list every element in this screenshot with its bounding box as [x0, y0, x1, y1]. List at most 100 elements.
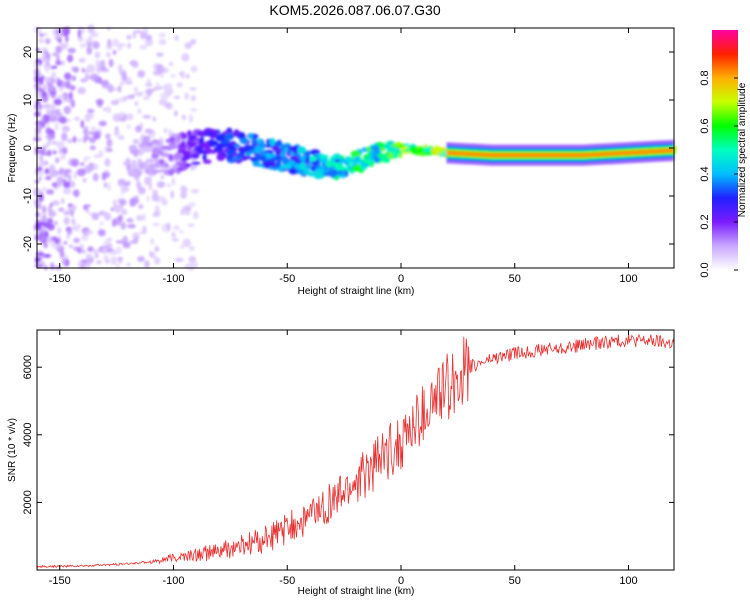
heatmap-blob — [55, 45, 62, 54]
heatmap-blob — [61, 125, 70, 133]
heatmap-blob — [174, 35, 179, 41]
heatmap-blob — [188, 114, 194, 123]
heatmap-blob — [118, 97, 127, 103]
heatmap-blob — [181, 139, 186, 148]
heatmap-blob — [121, 209, 128, 215]
heatmap-blob — [49, 103, 56, 110]
heatmap-blob — [148, 131, 156, 138]
heatmap-blob — [187, 223, 195, 227]
heatmap-blob — [54, 121, 59, 131]
heatmap-blob — [297, 146, 307, 154]
heatmap-blob — [110, 256, 118, 265]
heatmap-blob — [34, 90, 42, 99]
heatmap-blob — [68, 91, 73, 100]
heatmap-blob — [205, 132, 215, 137]
heatmap-blob — [120, 221, 127, 230]
heatmap-blob — [109, 250, 118, 255]
heatmap-blob — [152, 212, 157, 217]
heatmap-blob — [154, 257, 161, 265]
heatmap-blob — [152, 116, 156, 122]
heatmap-blob — [224, 132, 234, 140]
heatmap-blob — [160, 174, 164, 180]
heatmap-blob — [270, 160, 276, 168]
snr-frame — [36, 329, 675, 571]
heatmap-blob — [118, 64, 123, 73]
heatmap-blob — [78, 58, 84, 63]
heatmap-blob — [63, 72, 72, 80]
heatmap-blob — [115, 240, 124, 244]
heatmap-blob — [51, 140, 57, 145]
heatmap-blob — [187, 141, 197, 148]
heatmap-blob — [189, 87, 197, 91]
heatmap-blob — [92, 173, 99, 182]
heatmap-blob — [60, 45, 67, 50]
heatmap-blob — [305, 155, 311, 164]
heatmap-blob — [105, 51, 111, 58]
heatmap-blob — [116, 206, 124, 211]
heatmap-blob — [176, 82, 183, 88]
heatmap-blob — [59, 250, 65, 258]
heatmap-blob — [61, 147, 68, 155]
heatmap-blob — [37, 166, 43, 171]
heatmap-blob — [281, 158, 287, 165]
heatmap-blob — [79, 162, 85, 166]
heatmap-blob — [156, 64, 165, 74]
heatmap-blob — [142, 27, 149, 33]
heatmap-blob — [103, 107, 107, 111]
heatmap-blob — [190, 95, 196, 102]
heatmap-blob — [179, 230, 184, 234]
y-tick-label: -20 — [22, 236, 34, 252]
heatmap-blob — [105, 133, 111, 140]
heatmap-blob — [62, 181, 71, 189]
heatmap-blob — [188, 262, 197, 269]
heatmap-blob — [363, 158, 368, 163]
heatmap-blob — [84, 39, 92, 43]
heatmap-blob — [133, 86, 138, 93]
heatmap-blob — [118, 199, 127, 206]
heatmap-blob — [259, 154, 267, 162]
heatmap-blob — [103, 182, 108, 189]
heatmap-blob — [304, 165, 310, 170]
heatmap-blob — [94, 252, 99, 259]
heatmap-blob — [118, 178, 127, 185]
heatmap-blob — [103, 240, 111, 245]
heatmap-blob — [34, 111, 41, 118]
heatmap-blob — [89, 145, 96, 151]
heatmap-blob — [148, 176, 152, 183]
heatmap-blob — [173, 152, 183, 160]
heatmap-blob — [254, 145, 263, 154]
colorbar-ticks: 0.0 0.2 0.4 0.6 0.8 — [699, 70, 738, 278]
heatmap-blob — [132, 168, 141, 173]
heatmap-blob — [33, 63, 42, 68]
heatmap-blob — [334, 159, 341, 163]
heatmap-blob — [104, 169, 109, 174]
heatmap-blob — [87, 162, 95, 172]
heatmap-blob — [76, 138, 83, 142]
heatmap-blob — [68, 203, 73, 207]
heatmap-marks — [32, 24, 678, 272]
heatmap-blob — [59, 116, 68, 124]
heatmap-blob — [54, 34, 59, 41]
heatmap-blob — [151, 163, 162, 168]
heatmap-blob — [151, 147, 161, 155]
heatmap-blob — [310, 164, 317, 172]
heatmap-blob — [171, 232, 176, 238]
heatmap-blob — [38, 155, 43, 161]
heatmap-blob — [272, 145, 281, 152]
heatmap-blob — [266, 158, 276, 162]
heatmap-blob — [280, 151, 286, 158]
heatmap-blob — [309, 156, 318, 162]
heatmap-blob — [146, 142, 153, 147]
heatmap-blob — [149, 250, 153, 258]
heatmap-blob — [35, 251, 45, 256]
heatmap-blob — [145, 88, 153, 97]
heatmap-blob — [159, 92, 169, 101]
heatmap-blob — [99, 59, 106, 69]
heatmap-blob — [125, 113, 134, 121]
heatmap-blob — [186, 130, 193, 137]
colorbar-tick-label: 0.0 — [699, 262, 711, 277]
colorbar-tick-label: 0.2 — [699, 214, 711, 229]
heatmap-blob — [182, 114, 186, 121]
heatmap-blob — [173, 225, 180, 231]
